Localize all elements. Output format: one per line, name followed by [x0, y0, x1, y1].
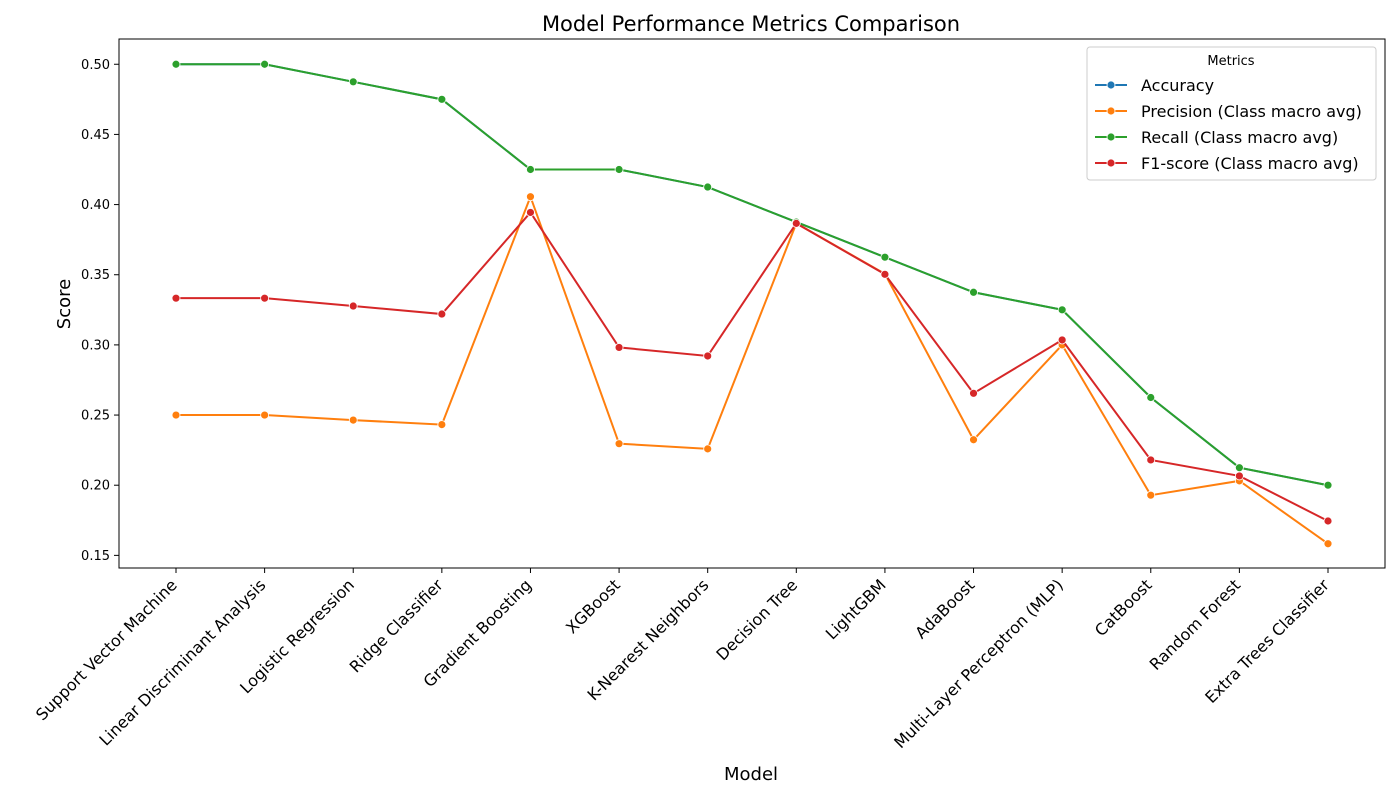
x-tick-label: Decision Tree	[712, 575, 801, 664]
legend-swatch-marker	[1106, 106, 1116, 116]
data-point	[614, 439, 624, 449]
legend-swatch-marker	[1106, 80, 1116, 90]
x-tick-label: XGBoost	[562, 575, 624, 637]
data-point	[437, 420, 447, 429]
data-point	[614, 165, 624, 174]
data-point	[171, 410, 181, 420]
legend-label: Precision (Class macro avg)	[1141, 102, 1362, 121]
legend-items: Accuracy Precision (Class macro avg) Recal…	[1095, 76, 1362, 173]
series-line	[176, 63, 1329, 487]
data-point	[1146, 455, 1156, 465]
data-point	[526, 165, 535, 174]
series-1	[171, 192, 1333, 549]
data-point	[260, 59, 270, 69]
legend-title: Metrics	[1207, 54, 1254, 69]
x-tick-label: Multi-Layer Perceptron (MLP)	[890, 575, 1067, 752]
y-tick-label: 0.45	[81, 128, 110, 143]
series-lines	[171, 59, 1333, 549]
data-point	[1057, 335, 1067, 345]
x-tick-label: AdaBoost	[911, 575, 978, 642]
data-point	[969, 388, 978, 398]
plot-frame	[118, 38, 1386, 569]
data-point	[969, 435, 978, 445]
series-line	[176, 193, 1329, 545]
data-point	[880, 252, 890, 262]
data-point	[703, 351, 713, 361]
y-tick-label: 0.40	[81, 198, 110, 213]
y-tick-label: 0.30	[81, 338, 110, 353]
x-tick-label: Ridge Classifier	[346, 575, 447, 676]
x-tick-label: CatBoost	[1091, 575, 1156, 640]
data-point	[791, 218, 801, 228]
chart-title: Model Performance Metrics Comparison	[542, 12, 960, 36]
data-point	[1323, 539, 1333, 549]
data-point	[969, 287, 978, 297]
data-point	[348, 415, 358, 425]
x-tick-label: LightGBM	[822, 575, 890, 643]
data-point	[348, 77, 358, 87]
legend-label: Accuracy	[1141, 76, 1214, 95]
y-tick-label: 0.35	[81, 268, 110, 283]
y-axis-label: Score	[54, 279, 75, 329]
data-point	[703, 182, 713, 192]
data-point	[1234, 471, 1244, 481]
data-point	[348, 301, 358, 311]
legend-swatch-marker	[1106, 132, 1116, 142]
legend-label: F1-score (Class macro avg)	[1141, 154, 1359, 173]
data-point	[260, 410, 270, 420]
y-axis: 0.15 0.20 0.25 0.30 0.35 0.40 0.45 0.50	[81, 58, 119, 564]
data-point	[1057, 305, 1067, 315]
x-axis-label: Model	[724, 764, 778, 785]
data-point	[260, 293, 270, 303]
data-point	[1146, 490, 1156, 500]
series-3	[171, 208, 1333, 526]
data-point	[526, 192, 535, 202]
legend-box	[1086, 46, 1377, 181]
data-point	[880, 269, 890, 279]
data-point	[1323, 480, 1333, 490]
data-point	[171, 293, 181, 303]
data-point	[171, 59, 181, 69]
data-point	[526, 208, 535, 217]
x-tick-label: Linear Discriminant Analysis	[95, 575, 269, 749]
legend: Metrics Accuracy Precision (Class macro a…	[1086, 46, 1377, 181]
legend-swatch-marker	[1106, 158, 1116, 168]
data-point	[437, 309, 447, 319]
y-tick-label: 0.25	[81, 409, 110, 424]
data-point	[1146, 393, 1156, 402]
x-tick-label: Random Forest	[1146, 575, 1245, 674]
data-point	[1234, 463, 1244, 473]
data-point	[437, 94, 447, 104]
data-point	[703, 444, 713, 454]
data-point	[614, 343, 624, 352]
legend-label: Recall (Class macro avg)	[1141, 128, 1338, 147]
series-line	[176, 210, 1329, 522]
y-tick-label: 0.20	[81, 479, 110, 494]
data-point	[1323, 516, 1333, 526]
y-tick-label: 0.15	[81, 549, 110, 564]
x-tick-label: Support Vector Machine	[32, 575, 181, 724]
y-tick-label: 0.50	[81, 58, 110, 73]
